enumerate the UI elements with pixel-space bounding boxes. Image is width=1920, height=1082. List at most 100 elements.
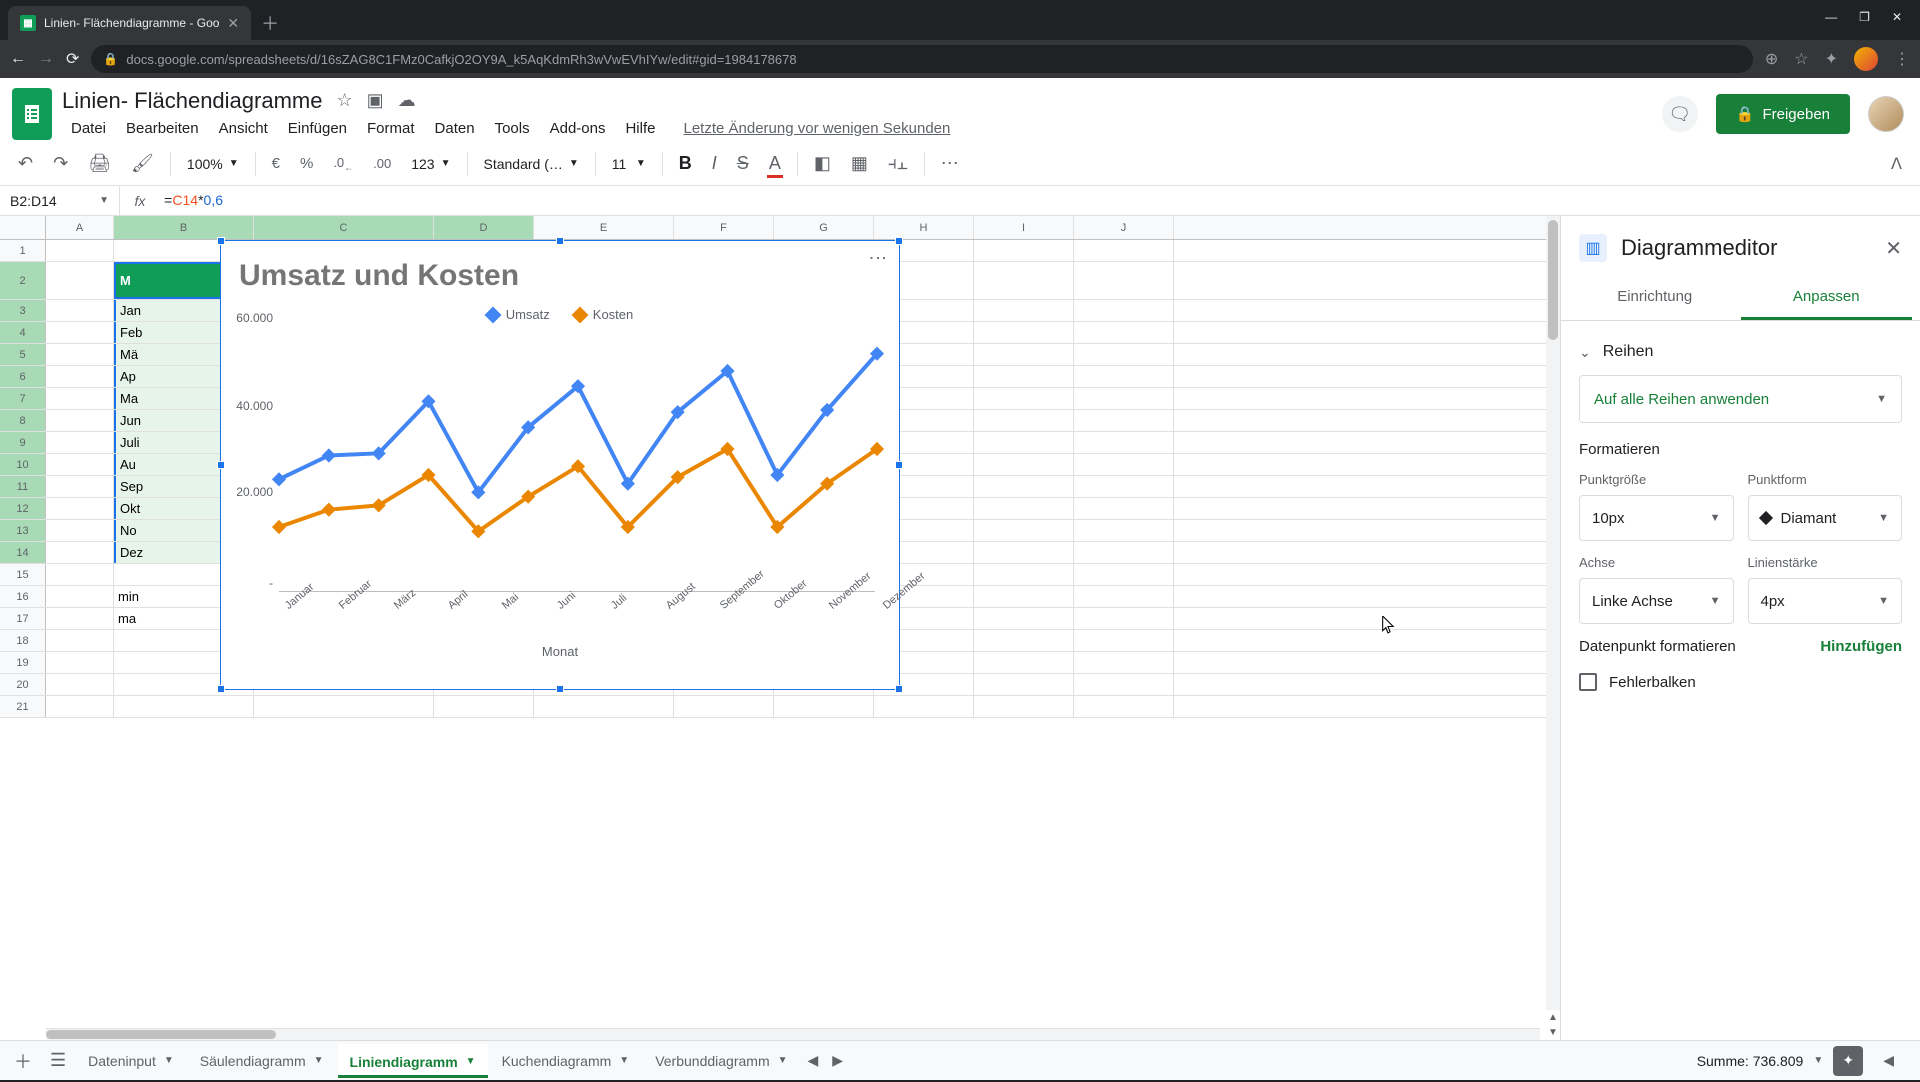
cloud-status-icon[interactable]: ☁: [398, 90, 416, 111]
sheet-tab[interactable]: Liniendiagramm▼: [338, 1044, 488, 1078]
browser-tab[interactable]: ▦ Linien- Flächendiagramme - Goo ✕: [8, 6, 251, 40]
close-panel-icon[interactable]: ✕: [1885, 236, 1902, 261]
resize-handle[interactable]: [556, 685, 564, 693]
url-input[interactable]: 🔒 docs.google.com/spreadsheets/d/16sZAG8…: [91, 45, 1752, 73]
chart-title[interactable]: Umsatz und Kosten: [221, 241, 899, 301]
fill-color-icon[interactable]: ◧: [806, 147, 839, 180]
horizontal-scrollbar[interactable]: [46, 1028, 1540, 1040]
browser-menu-icon[interactable]: ⋮: [1894, 49, 1910, 69]
bold-button[interactable]: B: [671, 147, 700, 180]
chart-object[interactable]: ⋮ Umsatz und Kosten Umsatz Kosten - 20.0…: [220, 240, 900, 690]
share-button[interactable]: 🔒 Freigeben: [1716, 94, 1850, 134]
col-header[interactable]: B: [114, 216, 254, 239]
menu-einfuegen[interactable]: Einfügen: [279, 116, 356, 141]
tab-anpassen[interactable]: Anpassen: [1741, 276, 1913, 320]
fehlerbalken-checkbox[interactable]: Fehlerbalken: [1579, 673, 1902, 691]
spreadsheet-grid[interactable]: A B C D E F G H I J 12M3Jan4Feb5Mä6Ap7Ma…: [0, 216, 1560, 1040]
section-reihen[interactable]: ⌄ Reihen: [1579, 335, 1902, 375]
menu-ansicht[interactable]: Ansicht: [210, 116, 277, 141]
print-icon[interactable]: 🖨: [80, 147, 119, 180]
dec-decrease-button[interactable]: .0←: [325, 149, 361, 179]
more-toolbar-icon[interactable]: ⋯: [933, 147, 967, 180]
resize-handle[interactable]: [895, 237, 903, 245]
dec-increase-button[interactable]: .00: [365, 150, 399, 177]
percent-button[interactable]: %: [292, 149, 321, 178]
redo-icon[interactable]: ↷: [45, 147, 76, 180]
hinzufuegen-button[interactable]: Hinzufügen: [1820, 638, 1902, 655]
col-header[interactable]: C: [254, 216, 434, 239]
borders-icon[interactable]: ▦: [843, 147, 876, 180]
sheet-tab[interactable]: Säulendiagramm▼: [188, 1045, 336, 1077]
sheets-logo-icon[interactable]: [12, 88, 52, 140]
user-avatar[interactable]: [1868, 96, 1904, 132]
all-sheets-button[interactable]: ☰: [42, 1042, 74, 1079]
paint-format-icon[interactable]: 🖌: [123, 147, 162, 180]
tab-einrichtung[interactable]: Einrichtung: [1569, 276, 1741, 320]
collapse-toolbar-icon[interactable]: ᐱ: [1883, 148, 1910, 180]
explore-button[interactable]: ✦: [1833, 1046, 1863, 1076]
punktgroesse-select[interactable]: 10px ▼: [1579, 495, 1734, 541]
menu-addons[interactable]: Add-ons: [541, 116, 615, 141]
zoom-select[interactable]: 100%▼: [179, 156, 247, 172]
namebox-dropdown-icon[interactable]: ▼: [99, 195, 109, 206]
menu-hilfe[interactable]: Hilfe: [616, 116, 664, 141]
zoom-icon[interactable]: ⊕: [1765, 49, 1778, 69]
star-icon[interactable]: ☆: [1794, 49, 1808, 69]
currency-button[interactable]: €: [264, 149, 288, 178]
resize-handle[interactable]: [895, 685, 903, 693]
col-header[interactable]: E: [534, 216, 674, 239]
sheet-tab[interactable]: Verbunddiagramm▼: [643, 1045, 799, 1077]
name-box[interactable]: B2:D14 ▼: [0, 186, 120, 215]
series-select[interactable]: Auf alle Reihen anwenden ▼: [1579, 375, 1902, 423]
vertical-scrollbar[interactable]: ▲▼: [1546, 216, 1560, 1040]
comments-icon[interactable]: 🗨: [1662, 96, 1698, 132]
browser-profile-avatar[interactable]: [1854, 47, 1878, 71]
sheet-tab[interactable]: Kuchendiagramm▼: [490, 1045, 642, 1077]
undo-icon[interactable]: ↶: [10, 147, 41, 180]
reload-icon[interactable]: ⟳: [66, 49, 79, 69]
col-header[interactable]: H: [874, 216, 974, 239]
select-all-corner[interactable]: [0, 216, 46, 239]
col-header[interactable]: F: [674, 216, 774, 239]
linienstaerke-select[interactable]: 4px ▼: [1748, 578, 1903, 624]
menu-datei[interactable]: Datei: [62, 116, 115, 141]
sheet-nav-left[interactable]: ◀: [802, 1052, 825, 1069]
menu-tools[interactable]: Tools: [486, 116, 539, 141]
font-size-select[interactable]: 11▼: [604, 156, 654, 172]
minimize-icon[interactable]: —: [1825, 10, 1837, 24]
close-window-icon[interactable]: ✕: [1892, 10, 1902, 24]
star-doc-icon[interactable]: ☆: [336, 90, 352, 111]
col-header[interactable]: I: [974, 216, 1074, 239]
number-format-select[interactable]: 123▼: [403, 156, 458, 172]
maximize-icon[interactable]: ❐: [1859, 10, 1870, 24]
col-header[interactable]: G: [774, 216, 874, 239]
resize-handle[interactable]: [556, 237, 564, 245]
punktform-select[interactable]: Diamant ▼: [1748, 495, 1903, 541]
sheet-tab[interactable]: Dateninput▼: [76, 1045, 186, 1077]
new-tab-button[interactable]: ＋: [251, 6, 289, 40]
formula-input[interactable]: =C14*0,6: [160, 192, 227, 210]
menu-bearbeiten[interactable]: Bearbeiten: [117, 116, 208, 141]
menu-format[interactable]: Format: [358, 116, 424, 141]
side-panel-toggle[interactable]: ◀: [1873, 1052, 1904, 1069]
font-family-select[interactable]: Standard (…▼: [476, 156, 587, 172]
resize-handle[interactable]: [217, 461, 225, 469]
close-tab-icon[interactable]: ✕: [227, 15, 239, 32]
quicksum-label[interactable]: Summe: 736.809: [1697, 1053, 1804, 1069]
document-title[interactable]: Linien- Flächendiagramme: [62, 88, 322, 114]
col-header[interactable]: A: [46, 216, 114, 239]
merge-icon[interactable]: ⫞⫠: [880, 147, 916, 180]
sheet-nav-right[interactable]: ▶: [826, 1052, 849, 1069]
achse-select[interactable]: Linke Achse ▼: [1579, 578, 1734, 624]
extensions-icon[interactable]: ✦: [1825, 49, 1838, 69]
chart-menu-icon[interactable]: ⋮: [867, 249, 889, 268]
resize-handle[interactable]: [895, 461, 903, 469]
move-doc-icon[interactable]: ▣: [367, 90, 384, 111]
add-sheet-button[interactable]: ＋: [6, 1040, 40, 1082]
strike-button[interactable]: S: [729, 147, 757, 180]
last-edit-link[interactable]: Letzte Änderung vor wenigen Sekunden: [674, 116, 959, 141]
menu-daten[interactable]: Daten: [426, 116, 484, 141]
forward-icon[interactable]: →: [38, 50, 54, 68]
col-header[interactable]: J: [1074, 216, 1174, 239]
resize-handle[interactable]: [217, 237, 225, 245]
